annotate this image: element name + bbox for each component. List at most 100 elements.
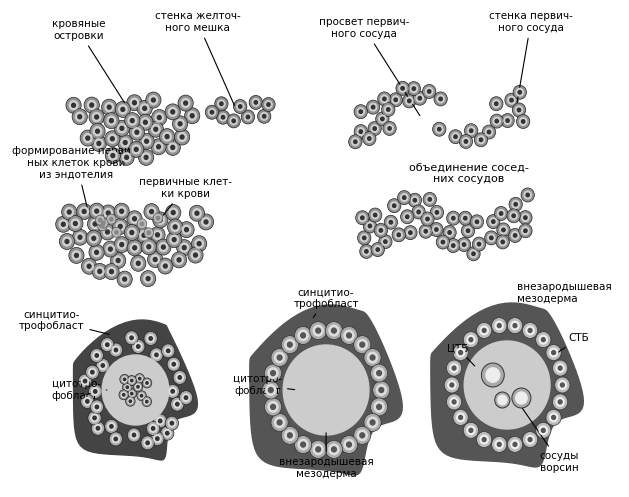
Circle shape — [343, 330, 355, 341]
Circle shape — [453, 344, 468, 360]
Circle shape — [362, 236, 366, 240]
Circle shape — [479, 326, 489, 335]
Circle shape — [438, 127, 441, 131]
Polygon shape — [250, 305, 403, 475]
Circle shape — [277, 420, 282, 425]
Circle shape — [294, 435, 312, 454]
Circle shape — [101, 99, 117, 115]
Circle shape — [182, 393, 191, 402]
Circle shape — [379, 388, 384, 393]
Circle shape — [177, 240, 192, 255]
Circle shape — [413, 91, 426, 105]
Circle shape — [120, 126, 124, 130]
Circle shape — [555, 363, 565, 373]
Circle shape — [137, 219, 147, 229]
Circle shape — [558, 380, 567, 390]
Circle shape — [353, 335, 371, 354]
Circle shape — [151, 431, 164, 446]
Circle shape — [230, 116, 238, 125]
Circle shape — [66, 97, 81, 113]
Circle shape — [492, 436, 507, 452]
Text: стенка первич-
ного сосуда: стенка первич- ного сосуда — [489, 11, 573, 102]
Circle shape — [72, 109, 87, 125]
Circle shape — [103, 340, 111, 349]
Circle shape — [343, 438, 355, 451]
Circle shape — [264, 398, 282, 416]
Circle shape — [347, 442, 352, 447]
Circle shape — [518, 90, 521, 94]
Circle shape — [93, 222, 97, 226]
Circle shape — [143, 398, 150, 405]
Circle shape — [103, 208, 113, 218]
Circle shape — [135, 130, 139, 134]
Ellipse shape — [97, 213, 174, 238]
Circle shape — [146, 92, 161, 108]
Circle shape — [495, 119, 498, 123]
Circle shape — [374, 213, 377, 217]
Circle shape — [452, 216, 455, 220]
Circle shape — [165, 416, 179, 430]
Circle shape — [194, 239, 204, 249]
Circle shape — [411, 196, 419, 205]
Circle shape — [137, 100, 152, 116]
Circle shape — [86, 136, 90, 140]
Circle shape — [449, 130, 462, 144]
Circle shape — [370, 355, 375, 360]
Circle shape — [175, 119, 185, 129]
Circle shape — [109, 424, 113, 428]
Circle shape — [513, 324, 517, 328]
Circle shape — [88, 411, 101, 425]
Circle shape — [227, 114, 240, 128]
Circle shape — [325, 322, 343, 339]
Circle shape — [423, 192, 437, 206]
Circle shape — [558, 400, 562, 404]
Circle shape — [136, 391, 147, 401]
Circle shape — [171, 110, 175, 114]
Circle shape — [316, 447, 321, 452]
Circle shape — [92, 247, 101, 257]
Circle shape — [360, 433, 365, 438]
Circle shape — [129, 400, 131, 403]
Circle shape — [156, 437, 159, 440]
Circle shape — [127, 211, 142, 227]
Circle shape — [130, 214, 140, 224]
Circle shape — [62, 222, 65, 226]
Circle shape — [108, 105, 111, 109]
Circle shape — [125, 156, 128, 160]
Circle shape — [481, 363, 504, 387]
Circle shape — [555, 397, 565, 407]
Circle shape — [394, 230, 403, 240]
Circle shape — [96, 358, 109, 372]
Circle shape — [499, 225, 508, 235]
Circle shape — [470, 215, 484, 229]
Circle shape — [505, 93, 518, 107]
Circle shape — [157, 145, 160, 149]
Circle shape — [105, 148, 121, 164]
Circle shape — [382, 102, 395, 116]
Circle shape — [204, 220, 208, 224]
Text: просвет первич-
ного сосуда: просвет первич- ного сосуда — [319, 17, 420, 116]
Circle shape — [75, 232, 85, 243]
Circle shape — [360, 342, 365, 347]
Circle shape — [169, 207, 178, 218]
Circle shape — [135, 374, 145, 384]
Circle shape — [525, 326, 535, 335]
Circle shape — [173, 400, 182, 409]
Circle shape — [139, 230, 149, 241]
Circle shape — [169, 235, 179, 245]
Circle shape — [384, 105, 392, 114]
Circle shape — [141, 436, 154, 450]
Circle shape — [136, 386, 139, 388]
Circle shape — [103, 241, 118, 257]
Circle shape — [353, 140, 357, 144]
Circle shape — [135, 384, 141, 390]
Text: внезародышевая
мезодерма: внезародышевая мезодерма — [516, 282, 611, 304]
Text: синцитио-
трофобласт: синцитио- трофобласт — [19, 309, 109, 334]
Circle shape — [270, 405, 276, 410]
Circle shape — [370, 364, 387, 382]
Circle shape — [147, 245, 151, 248]
Circle shape — [116, 258, 120, 262]
Circle shape — [113, 218, 128, 235]
Circle shape — [117, 240, 126, 250]
Circle shape — [558, 366, 562, 370]
